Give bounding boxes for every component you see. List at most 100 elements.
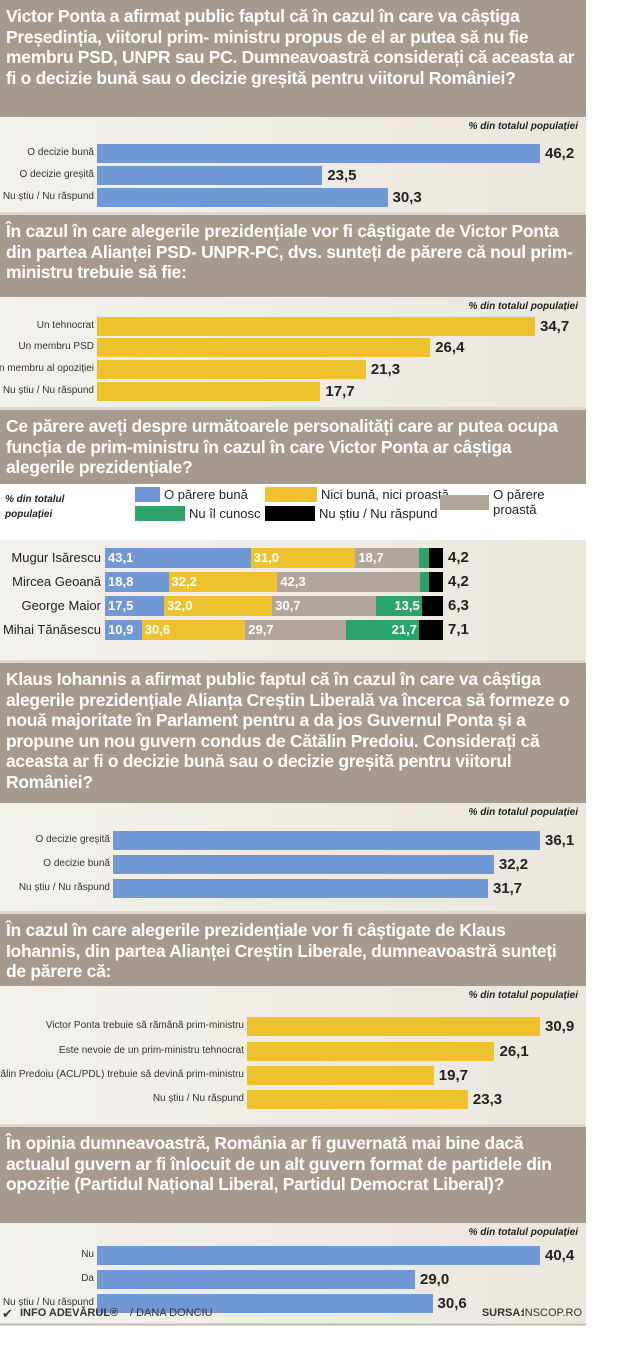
bar (113, 855, 494, 874)
bar (97, 382, 321, 401)
bar (97, 1246, 540, 1265)
bar-segment: 18,8 (105, 572, 169, 592)
total-label: 4,2 (448, 549, 469, 566)
bar-label: Nu știu / Nu răspund (2, 385, 94, 396)
bar-segment: 31,0 (250, 548, 356, 568)
bar-segment: 32,2 (168, 572, 278, 592)
chart-panel: % din totalul populației Un tehnocrat 34,7… (0, 297, 586, 410)
legend-item: Nici bună, nici proastă (265, 487, 449, 502)
chart-panel: % din totalul populației O decizie greșit… (0, 803, 586, 914)
value-label: 30,6 (437, 1295, 467, 1312)
value-label: 26,4 (435, 339, 465, 356)
legend-item: Nu știu / Nu răspund (265, 506, 438, 521)
bar-label: Nu (81, 1249, 94, 1260)
bar (247, 1042, 495, 1061)
bar (97, 317, 535, 336)
legend-label: O părere bună (164, 487, 248, 502)
chart-title: În opinia dumneavoastră, România ar fi g… (0, 1127, 586, 1223)
legend-label: Nici bună, nici proastă (321, 487, 449, 502)
legend-item: O părere bună (135, 487, 248, 502)
bar-label: O decizie greșită (19, 169, 94, 180)
value-label: 19,7 (438, 1067, 468, 1084)
bar (97, 166, 323, 185)
bar-segment: 30,6 (141, 620, 246, 640)
bar-label: Cătălin Predoiu (ACL/PDL) trebuie să dev… (0, 1069, 244, 1080)
bar-label: Un membru al opoziției (0, 363, 94, 374)
legend-item: O părere proastă (440, 487, 586, 517)
chart-title: Ce părere aveți despre următoarele perso… (0, 410, 586, 484)
chart-panel: % din totalul populației Nu 40,4 Da 29,0 Nu ș… (0, 1223, 586, 1326)
value-label: 23,5 (327, 167, 357, 184)
bar-label: Nu știu / Nu răspund (152, 1093, 244, 1104)
legend-swatch (135, 487, 160, 502)
unit-label: % din totalul populației (468, 990, 578, 1001)
row-label: George Maior (21, 598, 101, 613)
chart-panel: % din totalul populației O decizie bună 46… (0, 117, 586, 215)
legend-label: Nu îl cunosc (189, 506, 261, 521)
bar-segment: 18,7 (355, 548, 419, 568)
bar-segment: 13,5 (376, 596, 422, 616)
total-label: 4,2 (448, 573, 469, 590)
bar (97, 188, 388, 207)
value-label: 31,7 (492, 880, 523, 897)
bar-label: Un tehnocrat (36, 320, 94, 331)
eagle-logo-icon: ✔ (2, 1306, 13, 1321)
row-label: Mihai Tănăsescu (2, 622, 101, 637)
value-label: 21,3 (370, 361, 401, 378)
bar (97, 360, 366, 379)
bar (97, 144, 540, 163)
bar (247, 1090, 468, 1109)
bar (247, 1066, 434, 1085)
stacked-row: George Maior 17,5 32,0 30,7 13,5 6,3 (0, 596, 586, 616)
legend-swatch (135, 506, 185, 521)
legend-swatch (440, 494, 490, 510)
bar-label: Da (81, 1273, 94, 1284)
unit-label: % din totalul populației (468, 807, 578, 818)
value-label: 29,0 (419, 1271, 450, 1288)
value-label: 36,1 (545, 832, 575, 849)
value-label: 46,2 (545, 145, 575, 162)
bar-segment (418, 548, 429, 568)
bar (97, 1294, 433, 1313)
bar (97, 1270, 415, 1289)
bar-segment (428, 572, 443, 592)
chart-title: Victor Ponta a afirmat public faptul că … (0, 0, 586, 117)
stacked-panel: Mugur Isărescu 43,1 31,0 18,7 4,2 Mircea Geoa… (0, 540, 586, 663)
bar-label: O decizie bună (43, 858, 110, 869)
unit-label: % din totalul populației (468, 121, 578, 132)
stacked-row: Mihai Tănăsescu 10,9 30,6 29,7 21,7 7,1 (0, 620, 586, 640)
brand: INFO ADEVĂRUL® (20, 1307, 119, 1319)
bar-label: Nu știu / Nu răspund (2, 1297, 94, 1308)
total-label: 7,1 (448, 621, 469, 638)
legend-label: O părere proastă (493, 487, 545, 517)
value-label: 17,7 (325, 383, 355, 400)
bar-label: Nu știu / Nu răspund (18, 882, 110, 893)
bar-segment: 32,0 (164, 596, 273, 616)
bar-segment: 42,3 (277, 572, 421, 592)
legend-swatch (265, 506, 315, 521)
source: INSCOP.RO (521, 1307, 582, 1319)
value-label: 32,2 (498, 856, 529, 873)
row-label: Mugur Isărescu (11, 550, 101, 565)
bar (97, 338, 431, 357)
bar-segment: 29,7 (245, 620, 346, 640)
legend: % din totalul populației O părere bună Nic… (0, 484, 586, 540)
bar-segment: 43,1 (105, 548, 251, 568)
chart-panel: % din totalul populației Victor Ponta tre… (0, 986, 586, 1127)
legend-item: Nu îl cunosc (135, 506, 261, 521)
value-label: 40,4 (545, 1247, 575, 1264)
chart-title: În cazul în care alegerile prezidențiale… (0, 914, 586, 986)
author: / DANA DONCIU (130, 1307, 213, 1319)
bar-label: O decizie greșită (35, 834, 110, 845)
unit-label: % din totalul populației (468, 301, 578, 312)
value-label: 23,3 (472, 1091, 503, 1108)
bar (113, 879, 488, 898)
unit-label: % din totalul populației (468, 1227, 578, 1238)
value-label: 30,3 (392, 189, 422, 206)
bar-segment: 30,7 (272, 596, 377, 616)
legend-swatch (265, 487, 317, 502)
row-label: Mircea Geoană (12, 574, 101, 589)
total-label: 6,3 (448, 597, 469, 614)
bar-label: Este nevoie de un prim-ministru tehnocra… (58, 1045, 244, 1056)
legend-title: % din totalul populației (5, 494, 65, 520)
